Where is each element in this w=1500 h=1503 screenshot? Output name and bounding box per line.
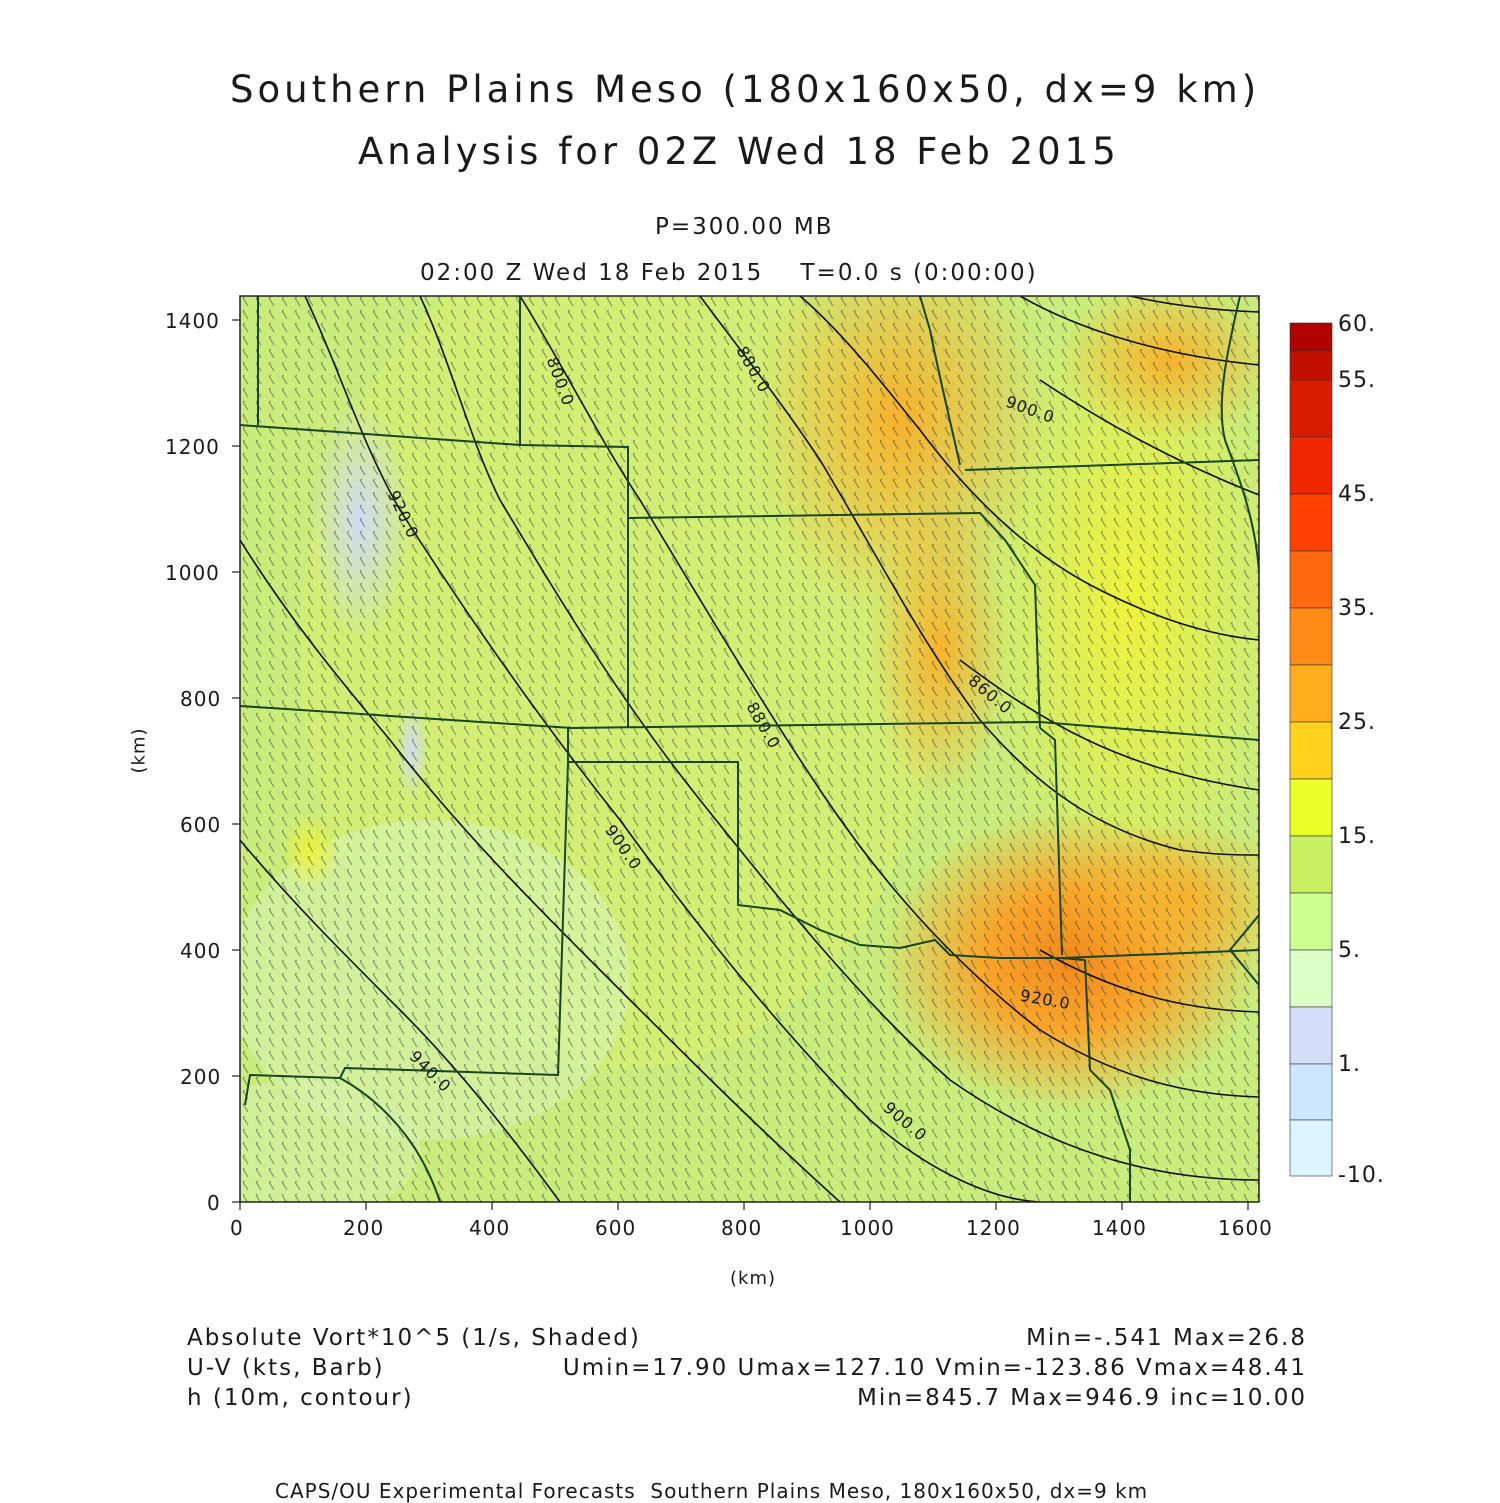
colorbar-label: 60. [1338,312,1376,337]
y-tick-label: 1400 [165,309,220,333]
x-tick-label: 200 [343,1216,385,1240]
title-line-2: Analysis for 02Z Wed 18 Feb 2015 [358,130,1120,173]
axis-ticks [232,319,1249,1210]
legend-field-height: h (10m, contour) [187,1385,414,1411]
colorbar-label: 1. [1338,1052,1361,1077]
y-tick-label: 1000 [165,561,220,585]
valid-time: 02:00 Z Wed 18 Feb 2015 T=0.0 s (0:00:00… [420,260,1038,286]
colorbar-label: -10. [1338,1163,1385,1188]
y-tick-label: 200 [180,1065,222,1089]
y-tick-label: 800 [180,687,222,711]
colorbar-label: 55. [1338,368,1376,393]
legend-stats-wind: Umin=17.90 Umax=127.10 Vmin=-123.86 Vmax… [562,1355,1307,1381]
colorbar-label: 5. [1338,938,1361,963]
x-tick-label: 400 [469,1216,511,1240]
colorbar-label: 25. [1338,710,1376,735]
x-tick-label: 1200 [966,1216,1021,1240]
x-tick-label: 600 [595,1216,637,1240]
x-axis-label: (km) [730,1268,777,1289]
y-tick-label: 600 [180,813,222,837]
y-tick-label: 400 [180,939,222,963]
x-tick-label: 1400 [1092,1216,1147,1240]
height-contours [240,296,1259,1202]
x-tick-label: 800 [721,1216,763,1240]
plot-frame [239,295,1260,1203]
legend-field-wind: U-V (kts, Barb) [187,1355,385,1381]
colorbar-label: 45. [1338,482,1376,507]
y-axis-label: (km) [128,727,150,774]
pressure-level: P=300.00 MB [655,214,834,240]
colorbar [1289,322,1333,1177]
footer-credit: CAPS/OU Experimental Forecasts Southern … [275,1479,1149,1503]
legend-field-vorticity: Absolute Vort*10^5 (1/s, Shaded) [187,1325,641,1351]
legend-stats-vorticity: Min=-.541 Max=26.8 [1026,1325,1307,1351]
x-tick-label: 1600 [1218,1216,1273,1240]
x-tick-label: 1000 [840,1216,895,1240]
x-tick-label: 0 [230,1216,244,1240]
legend-stats-height: Min=845.7 Max=946.9 inc=10.00 [857,1385,1307,1411]
y-tick-label: 0 [207,1191,221,1215]
title-line-1: Southern Plains Meso (180x160x50, dx=9 k… [230,68,1261,111]
state-boundaries [240,296,1259,1202]
colorbar-label: 15. [1338,824,1376,849]
colorbar-label: 35. [1338,596,1376,621]
y-tick-label: 1200 [165,435,220,459]
